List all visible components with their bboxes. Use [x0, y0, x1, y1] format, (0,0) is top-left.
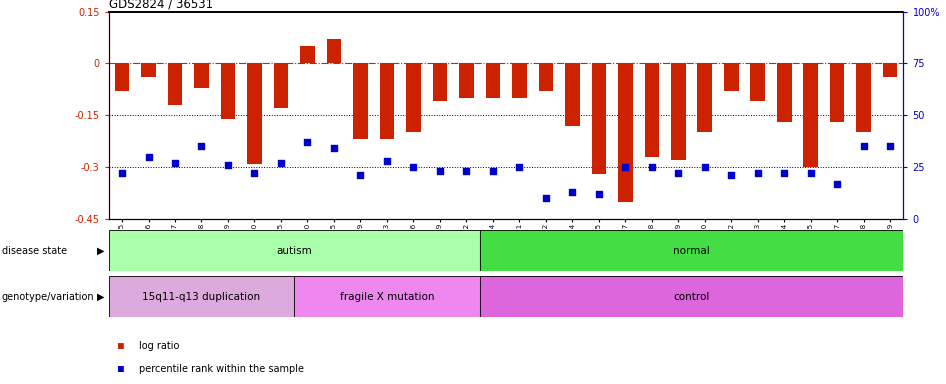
Point	[538, 195, 553, 201]
Bar	[856, 63, 871, 132]
Point	[300, 139, 315, 145]
Bar	[247, 63, 262, 164]
Bar	[273, 63, 289, 108]
Bar	[724, 63, 739, 91]
Bar	[485, 63, 500, 98]
Bar	[294, 276, 480, 317]
Point	[459, 168, 474, 174]
Bar	[294, 276, 480, 317]
Point	[883, 143, 898, 149]
Bar	[591, 63, 606, 174]
Bar	[432, 63, 447, 101]
Point	[724, 172, 739, 179]
Bar	[512, 63, 527, 98]
Point	[565, 189, 580, 195]
Bar	[480, 276, 903, 317]
Bar	[379, 63, 394, 139]
Point	[141, 154, 156, 160]
Point	[167, 160, 183, 166]
Point	[220, 162, 236, 168]
Point	[406, 164, 421, 170]
Bar	[644, 63, 659, 157]
Point	[856, 143, 871, 149]
Point	[697, 164, 712, 170]
Bar	[697, 63, 712, 132]
Bar	[777, 63, 792, 122]
Point	[830, 180, 845, 187]
Text: normal: normal	[674, 245, 710, 256]
Bar	[565, 63, 580, 126]
Point	[591, 191, 606, 197]
Point	[432, 168, 447, 174]
Bar	[750, 63, 765, 101]
Point	[247, 170, 262, 176]
Text: ■: ■	[118, 364, 124, 374]
Point	[353, 172, 368, 179]
Text: ▶: ▶	[96, 291, 104, 302]
Point	[273, 160, 289, 166]
Point	[803, 170, 818, 176]
Point	[114, 170, 130, 176]
Bar	[353, 63, 368, 139]
Point	[750, 170, 765, 176]
Point	[618, 164, 633, 170]
Bar	[109, 230, 480, 271]
Bar	[618, 63, 633, 202]
Bar	[671, 63, 686, 160]
Bar	[109, 230, 480, 271]
Bar	[830, 63, 845, 122]
Text: ▶: ▶	[96, 245, 104, 256]
Point	[777, 170, 792, 176]
Point	[512, 164, 527, 170]
Bar	[220, 63, 236, 119]
Text: percentile rank within the sample: percentile rank within the sample	[139, 364, 304, 374]
Bar	[480, 230, 903, 271]
Bar	[326, 39, 342, 63]
Text: control: control	[674, 291, 710, 302]
Text: disease state: disease state	[2, 245, 67, 256]
Point	[485, 168, 500, 174]
Bar	[114, 63, 130, 91]
Bar	[538, 63, 553, 91]
Point	[194, 143, 209, 149]
Text: ■: ■	[118, 341, 124, 351]
Point	[379, 158, 394, 164]
Bar	[141, 63, 156, 77]
Bar	[109, 276, 294, 317]
Bar	[883, 63, 898, 77]
Bar	[480, 276, 903, 317]
Point	[671, 170, 686, 176]
Bar	[803, 63, 818, 167]
Bar	[406, 63, 421, 132]
Bar	[167, 63, 183, 105]
Bar	[480, 230, 903, 271]
Text: fragile X mutation: fragile X mutation	[340, 291, 434, 302]
Bar	[109, 276, 294, 317]
Point	[644, 164, 659, 170]
Text: GDS2824 / 36531: GDS2824 / 36531	[109, 0, 213, 10]
Text: log ratio: log ratio	[139, 341, 180, 351]
Bar	[459, 63, 474, 98]
Point	[326, 145, 342, 151]
Text: 15q11-q13 duplication: 15q11-q13 duplication	[143, 291, 260, 302]
Text: autism: autism	[276, 245, 312, 256]
Bar	[300, 46, 315, 63]
Bar	[194, 63, 209, 88]
Text: genotype/variation: genotype/variation	[2, 291, 95, 302]
